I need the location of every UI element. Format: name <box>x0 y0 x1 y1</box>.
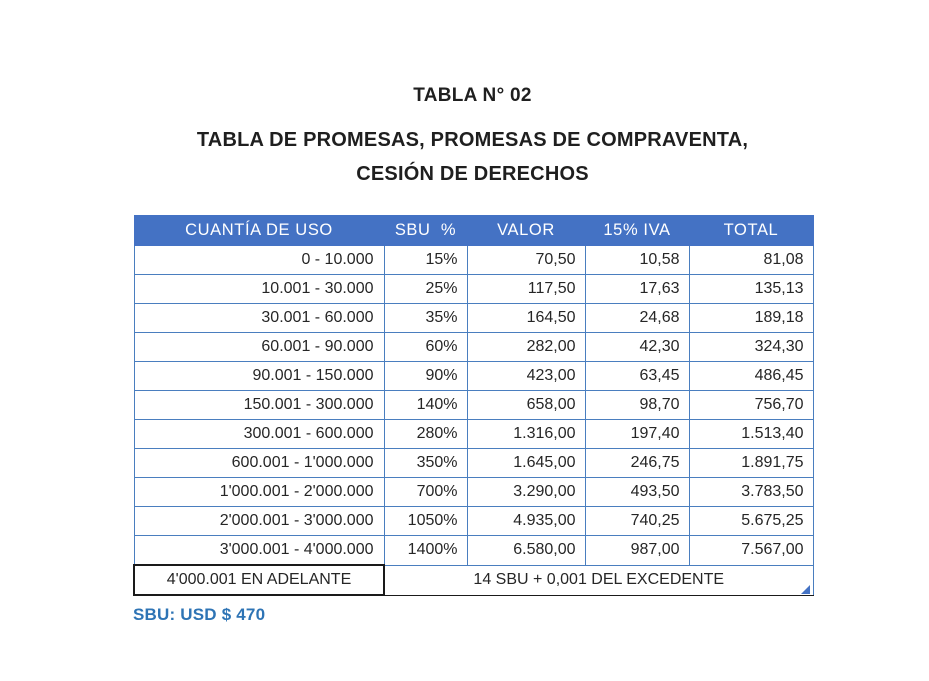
table-row: 600.001 - 1'000.000 350% 1.645,00 246,75 1.8… <box>133 448 814 478</box>
table-cell: 25% <box>383 274 468 304</box>
table-cell: 0 - 10.000 <box>133 245 385 275</box>
table-cell: 10,58 <box>584 245 690 275</box>
table-row: 150.001 - 300.000 140% 658,00 98,70 756,70 <box>133 390 814 420</box>
table-cell: 2'000.001 - 3'000.000 <box>133 506 385 536</box>
table-cell: 117,50 <box>466 274 586 304</box>
table-cell: 282,00 <box>466 332 586 362</box>
header-cell-iva: 15% IVA <box>584 215 690 246</box>
table-cell: 3'000.001 - 4'000.000 <box>133 535 385 566</box>
table-row: 30.001 - 60.000 35% 164,50 24,68 189,18 <box>133 303 814 333</box>
table-cell: 140% <box>383 390 468 420</box>
table-header-row: CUANTÍA DE USO SBU % VALOR 15% IVA TOTAL <box>133 215 814 246</box>
table-cell: 5.675,25 <box>688 506 814 536</box>
table-cell: 35% <box>383 303 468 333</box>
table-cell: 1.316,00 <box>466 419 586 449</box>
table-cell: 280% <box>383 419 468 449</box>
table-cell: 1400% <box>383 535 468 566</box>
table-row: 60.001 - 90.000 60% 282,00 42,30 324,30 <box>133 332 814 362</box>
page-subtitle: TABLA DE PROMESAS, PROMESAS DE COMPRAVEN… <box>133 123 812 191</box>
footer-range-cell: 4'000.001 EN ADELANTE <box>133 564 385 596</box>
sbu-note: SBU: USD $ 470 <box>133 605 266 624</box>
table-cell: 3.783,50 <box>688 477 814 507</box>
table-cell: 15% <box>383 245 468 275</box>
table-cell: 17,63 <box>584 274 690 304</box>
table-cell: 1050% <box>383 506 468 536</box>
table-cell: 423,00 <box>466 361 586 391</box>
table-cell: 135,13 <box>688 274 814 304</box>
table-cell: 300.001 - 600.000 <box>133 419 385 449</box>
table-row: 90.001 - 150.000 90% 423,00 63,45 486,45 <box>133 361 814 391</box>
table-body: 0 - 10.000 15% 70,50 10,58 81,08 10.001 - 30.… <box>133 245 814 566</box>
table-cell: 3.290,00 <box>466 477 586 507</box>
table-cell: 63,45 <box>584 361 690 391</box>
footer-formula-cell: 14 SBU + 0,001 DEL EXCEDENTE <box>383 564 814 596</box>
header-cell-valor: VALOR <box>466 215 586 246</box>
table-cell: 189,18 <box>688 303 814 333</box>
header-cell-sbu: SBU % <box>383 215 468 246</box>
document-content: TABLA N° 02 TABLA DE PROMESAS, PROMESAS … <box>133 84 814 625</box>
table-row: 300.001 - 600.000 280% 1.316,00 197,40 1.513… <box>133 419 814 449</box>
table-cell: 350% <box>383 448 468 478</box>
table-cell: 324,30 <box>688 332 814 362</box>
header-cell-cuantia: CUANTÍA DE USO <box>133 215 385 246</box>
fill-handle-triangle-icon <box>801 585 810 594</box>
table-cell: 493,50 <box>584 477 690 507</box>
table-row: 2'000.001 - 3'000.000 1050% 4.935,00 740,25… <box>133 506 814 536</box>
table-row: 3'000.001 - 4'000.000 1400% 6.580,00 987,00… <box>133 535 814 566</box>
table-cell: 60.001 - 90.000 <box>133 332 385 362</box>
table-cell: 10.001 - 30.000 <box>133 274 385 304</box>
table-cell: 90.001 - 150.000 <box>133 361 385 391</box>
table-cell: 1.891,75 <box>688 448 814 478</box>
table-cell: 4.935,00 <box>466 506 586 536</box>
table-cell: 90% <box>383 361 468 391</box>
table-cell: 7.567,00 <box>688 535 814 566</box>
table-cell: 486,45 <box>688 361 814 391</box>
table-cell: 1'000.001 - 2'000.000 <box>133 477 385 507</box>
page-subtitle-line2: CESIÓN DE DERECHOS <box>356 163 589 185</box>
table-cell: 700% <box>383 477 468 507</box>
table-cell: 60% <box>383 332 468 362</box>
fees-table: CUANTÍA DE USO SBU % VALOR 15% IVA TOTAL… <box>133 215 814 596</box>
table-cell: 98,70 <box>584 390 690 420</box>
fees-table-wrap: CUANTÍA DE USO SBU % VALOR 15% IVA TOTAL… <box>133 215 814 596</box>
table-cell: 1.645,00 <box>466 448 586 478</box>
table-cell: 6.580,00 <box>466 535 586 566</box>
table-cell: 600.001 - 1'000.000 <box>133 448 385 478</box>
table-row: 10.001 - 30.000 25% 117,50 17,63 135,13 <box>133 274 814 304</box>
table-cell: 150.001 - 300.000 <box>133 390 385 420</box>
table-row: 1'000.001 - 2'000.000 700% 3.290,00 493,50 3… <box>133 477 814 507</box>
table-cell: 70,50 <box>466 245 586 275</box>
table-cell: 658,00 <box>466 390 586 420</box>
table-cell: 197,40 <box>584 419 690 449</box>
table-cell: 164,50 <box>466 303 586 333</box>
page-title: TABLA N° 02 <box>413 85 532 106</box>
table-cell: 740,25 <box>584 506 690 536</box>
header-cell-total: TOTAL <box>688 215 814 246</box>
table-cell: 756,70 <box>688 390 814 420</box>
table-cell: 24,68 <box>584 303 690 333</box>
table-cell: 1.513,40 <box>688 419 814 449</box>
table-cell: 987,00 <box>584 535 690 566</box>
table-cell: 30.001 - 60.000 <box>133 303 385 333</box>
table-cell: 42,30 <box>584 332 690 362</box>
page-subtitle-line1: TABLA DE PROMESAS, PROMESAS DE COMPRAVEN… <box>196 129 749 151</box>
table-cell: 246,75 <box>584 448 690 478</box>
table-row: 0 - 10.000 15% 70,50 10,58 81,08 <box>133 245 814 275</box>
table-cell: 81,08 <box>688 245 814 275</box>
table-footer-row: 4'000.001 EN ADELANTE 14 SBU + 0,001 DEL… <box>133 564 814 596</box>
